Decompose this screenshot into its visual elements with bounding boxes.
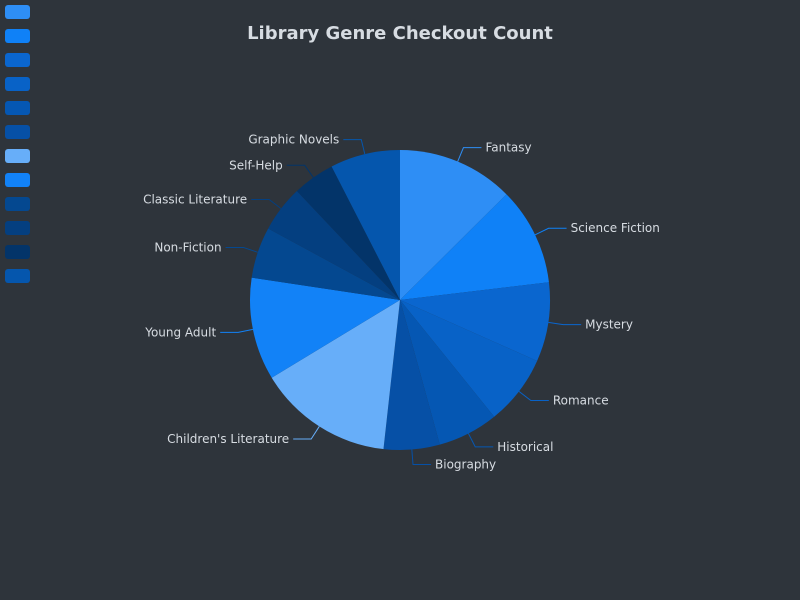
slice-science-fiction[interactable] <box>400 194 549 300</box>
legend <box>5 5 30 283</box>
slice-biography[interactable] <box>383 300 440 450</box>
legend-swatch-non-fiction[interactable] <box>5 197 30 211</box>
label-young-adult: Young Adult <box>144 325 216 339</box>
legend-swatch-romance[interactable] <box>5 77 30 91</box>
label-romance: Romance <box>553 394 609 408</box>
leader-classic-literature <box>251 198 282 210</box>
legend-swatch-biography[interactable] <box>5 125 30 139</box>
label-graphic-novels: Graphic Novels <box>248 133 339 147</box>
slice-non-fiction[interactable] <box>251 228 400 300</box>
leader-biography <box>411 449 432 465</box>
leader-lines <box>220 139 582 465</box>
leader-mystery <box>548 321 582 326</box>
leader-science-fiction <box>534 227 567 236</box>
label-historical: Historical <box>497 440 553 454</box>
slice-young-adult[interactable] <box>250 277 400 378</box>
slice-self-help[interactable] <box>296 166 400 300</box>
legend-swatch-fantasy[interactable] <box>5 5 30 19</box>
slice-labels: Fantasy Science Fiction Mystery Romance Hist… <box>143 133 660 472</box>
label-biography: Biography <box>435 457 496 471</box>
legend-swatch-children-s-literature[interactable] <box>5 149 30 163</box>
leader-fantasy <box>457 147 482 162</box>
legend-swatch-young-adult[interactable] <box>5 173 30 187</box>
label-mystery: Mystery <box>585 318 633 332</box>
label-science-fiction: Science Fiction <box>571 221 660 235</box>
label-fantasy: Fantasy <box>485 141 531 155</box>
label-classic-literature: Classic Literature <box>143 192 247 206</box>
slice-graphic-novels[interactable] <box>331 150 400 300</box>
leader-graphic-novels <box>343 139 366 155</box>
leader-young-adult <box>220 328 254 333</box>
leader-self-help <box>286 164 314 178</box>
legend-swatch-mystery[interactable] <box>5 53 30 67</box>
legend-swatch-classic-literature[interactable] <box>5 221 30 235</box>
legend-swatch-science-fiction[interactable] <box>5 29 30 43</box>
slice-classic-literature[interactable] <box>268 191 400 300</box>
label-non-fiction: Non-Fiction <box>154 241 221 255</box>
leader-romance <box>518 390 549 402</box>
legend-swatch-self-help[interactable] <box>5 245 30 259</box>
label-self-help: Self-Help <box>229 158 283 172</box>
leader-non-fiction <box>225 247 258 253</box>
slice-children-s-literature[interactable] <box>271 300 400 450</box>
legend-swatch-historical[interactable] <box>5 101 30 115</box>
slice-historical[interactable] <box>400 300 495 445</box>
leader-historical <box>467 433 494 448</box>
leader-children-s-literature <box>293 426 320 440</box>
label-children-s-literature: Children's Literature <box>167 432 289 446</box>
slice-mystery[interactable] <box>400 282 551 361</box>
slice-fantasy[interactable] <box>400 150 507 300</box>
pie-slices <box>250 150 551 450</box>
chart-title: Library Genre Checkout Count <box>247 23 553 44</box>
legend-swatch-graphic-novels[interactable] <box>5 269 30 283</box>
slice-romance[interactable] <box>400 300 538 417</box>
